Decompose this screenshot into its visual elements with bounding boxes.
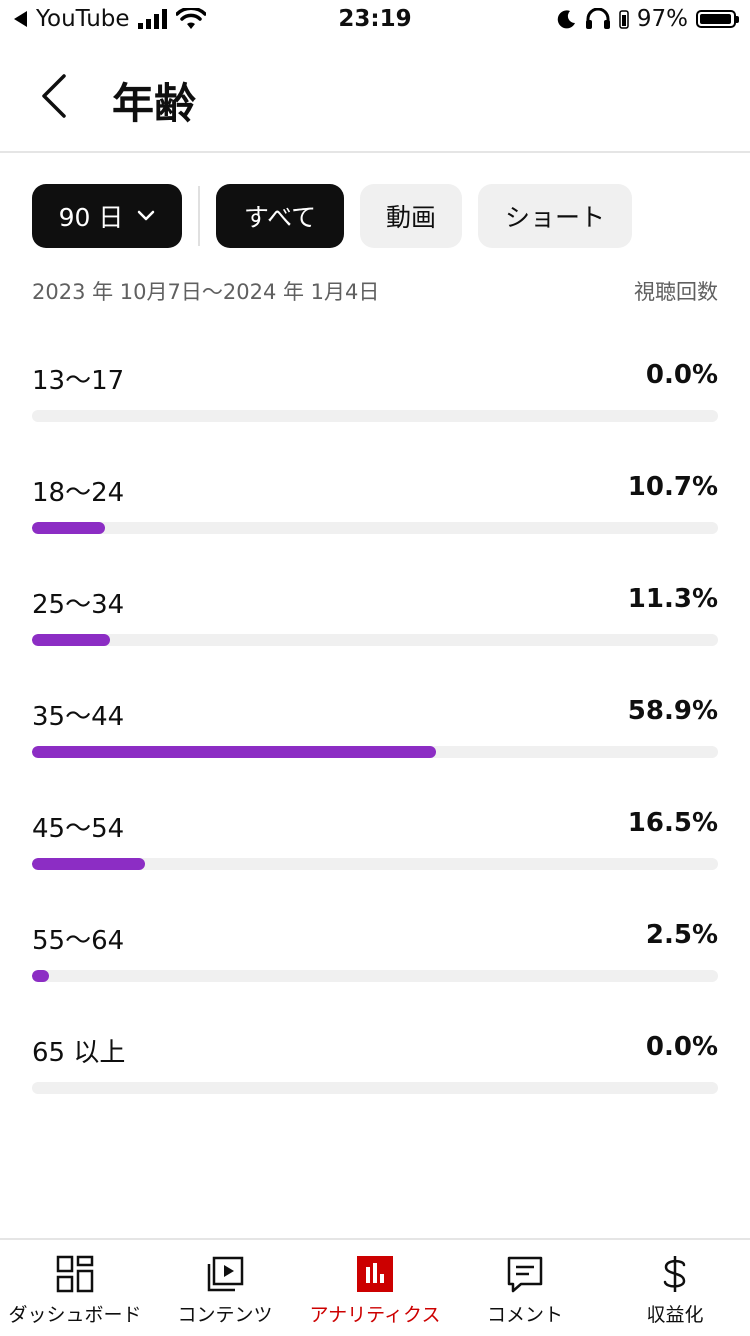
content-icon [207,1256,244,1292]
progress-fill [32,970,49,982]
age-group-value: 16.5% [627,808,718,838]
back-app-label: YouTube [36,6,130,32]
age-group-value: 11.3% [627,584,718,614]
headphones-icon [585,8,610,29]
age-row: 65 以上 0.0% [32,1022,718,1134]
age-group-label: 18～24 [32,478,125,508]
progress-track [32,858,718,870]
age-group-value: 58.9% [627,696,718,726]
dashboard-icon [56,1255,94,1293]
nav-content-label: コンテンツ [177,1304,273,1326]
filter-shorts-chip[interactable]: ショート [478,184,632,248]
nav-comments[interactable]: コメント [450,1240,600,1336]
back-to-app[interactable]: YouTube [14,6,206,32]
progress-track [32,746,718,758]
battery-icon [696,10,739,28]
age-group-value: 0.0% [645,1032,718,1062]
age-group-value: 2.5% [645,920,718,950]
nav-comments-label: コメント [486,1304,563,1326]
page-title: 年齢 [112,79,197,128]
progress-track [32,634,718,646]
age-row: 18～24 10.7% [32,462,718,574]
signal-icon [137,9,167,29]
age-group-label: 65 以上 [32,1038,126,1068]
age-group-label: 13～17 [32,366,125,396]
header: 年齢 [0,40,750,153]
age-row: 55～64 2.5% [32,910,718,1022]
progress-track [32,1082,718,1094]
age-group-label: 45～54 [32,814,125,844]
filter-video-chip[interactable]: 動画 [360,184,462,248]
clock: 23:19 [338,6,412,32]
moon-icon [557,10,575,29]
progress-track [32,970,718,982]
progress-fill [32,746,436,758]
filter-all-chip[interactable]: すべて [216,184,344,248]
battery-percent: 97% [636,6,688,32]
nav-dashboard[interactable]: ダッシュボード [0,1240,150,1336]
battery-charging-icon [619,10,629,29]
filter-divider [198,186,200,246]
nav-analytics-label: アナリティクス [309,1304,441,1326]
nav-dashboard-label: ダッシュボード [8,1304,142,1326]
progress-track [32,410,718,422]
age-row: 25～34 11.3% [32,574,718,686]
nav-content[interactable]: コンテンツ [150,1240,300,1336]
age-group-value: 10.7% [627,472,718,502]
chevron-left-icon [42,74,66,118]
progress-fill [32,634,110,646]
dollar-icon [663,1256,686,1292]
date-range: 2023 年 10月7日～2024 年 1月4日 [32,280,380,304]
age-group-label: 25～34 [32,590,125,620]
nav-analytics[interactable]: アナリティクス [300,1240,450,1336]
progress-fill [32,858,145,870]
progress-fill [32,522,105,534]
chevron-down-icon [138,210,155,221]
bottom-nav: ダッシュボード コンテンツ アナリティクス コメント 収益化 [0,1238,750,1336]
metric-label: 視聴回数 [634,280,718,304]
wifi-icon [175,8,206,29]
status-bar: YouTube 23:19 97% [0,0,750,40]
age-group-label: 35～44 [32,702,125,732]
age-group-label: 55～64 [32,926,125,956]
progress-track [32,522,718,534]
period-label: 90 日 [58,203,124,232]
comment-icon [507,1256,543,1293]
analytics-icon [357,1256,393,1292]
age-row: 45～54 16.5% [32,798,718,910]
nav-monetization-label: 収益化 [646,1304,704,1326]
period-dropdown[interactable]: 90 日 [32,184,182,248]
age-group-value: 0.0% [645,360,718,390]
age-row: 35～44 58.9% [32,686,718,798]
age-row: 13～17 0.0% [32,350,718,462]
nav-monetization[interactable]: 収益化 [600,1240,750,1336]
back-button[interactable] [30,68,80,124]
back-arrow-icon [14,11,27,27]
